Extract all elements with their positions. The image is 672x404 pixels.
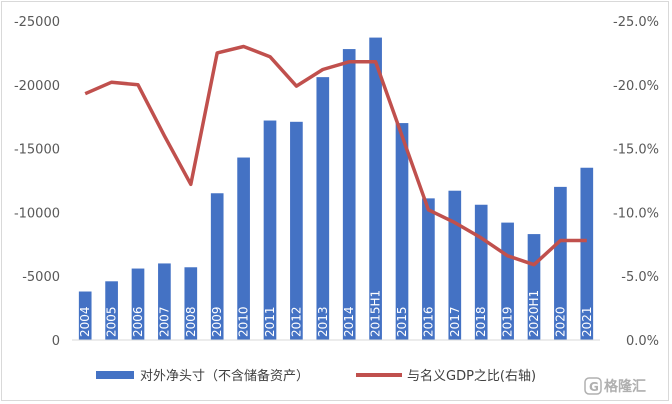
bar: [422, 198, 435, 340]
bar: [395, 123, 409, 340]
bar: [290, 121, 303, 340]
left-tick-label: -25000: [14, 15, 60, 30]
legend-bar-swatch: [96, 371, 134, 379]
bar: [131, 268, 145, 340]
category-label: 2015H1: [369, 290, 383, 337]
legend: 对外净头寸（不含储备资产） 与名义GDP之比(右轴): [96, 368, 536, 384]
category-label: 2017: [448, 306, 462, 337]
bar: [580, 167, 594, 340]
category-label: 2021: [580, 306, 594, 337]
category-label: 2007: [157, 306, 171, 337]
left-tick-label: -10000: [14, 206, 60, 221]
bar: [448, 190, 462, 340]
bar: [369, 37, 382, 340]
bar: [105, 281, 118, 340]
gelonghui-logo-icon: G: [584, 377, 602, 395]
right-axis-ticks: -25.0% -20.0% -15.0% -10.0% -5.0% 0.0%: [613, 15, 659, 349]
category-label: 2018: [474, 306, 488, 337]
right-tick-label: 0.0%: [626, 334, 659, 349]
bar: [210, 193, 224, 340]
bar: [554, 186, 567, 340]
line-series: [84, 44, 587, 267]
left-tick-label: -5000: [22, 270, 60, 285]
svg-text:G: G: [589, 380, 599, 394]
category-label: 2009: [210, 306, 224, 337]
category-labels: 2004 2005 2006 2007 2008 2009 2010 2011 2012 2013…: [78, 290, 594, 337]
right-tick-label: -15.0%: [613, 143, 659, 158]
category-label: 2020: [553, 306, 567, 337]
bar: [316, 77, 330, 341]
left-tick-label: -20000: [14, 79, 60, 94]
right-tick-label: -5.0%: [621, 270, 659, 285]
category-label: 2019: [501, 306, 515, 337]
left-axis-ticks: -25000 -20000 -15000 -10000 -5000 0: [14, 15, 60, 349]
left-tick-label: -15000: [14, 143, 60, 158]
watermark: G 格隆汇: [584, 377, 646, 395]
legend-line-label: 与名义GDP之比(右轴): [407, 368, 536, 384]
category-label: 2020H1: [527, 290, 541, 337]
category-label: 2008: [184, 306, 198, 337]
category-label: 2016: [421, 306, 435, 337]
category-label: 2010: [237, 306, 251, 337]
right-tick-label: -10.0%: [613, 206, 659, 221]
bar: [237, 157, 250, 340]
watermark-text: 格隆汇: [604, 378, 646, 395]
category-label: 2006: [131, 306, 145, 337]
bar-series: [78, 37, 594, 341]
bar: [78, 291, 92, 340]
category-label: 2012: [289, 306, 303, 337]
category-label: 2004: [78, 306, 92, 337]
bar: [342, 49, 356, 341]
category-label: 2011: [263, 306, 277, 337]
bar: [158, 263, 171, 340]
category-label: 2014: [342, 306, 356, 337]
gdp-ratio-line: [84, 44, 587, 267]
category-label: 2005: [105, 306, 119, 337]
category-label: 2015: [395, 306, 409, 337]
category-label: 2013: [316, 306, 330, 337]
bar: [263, 120, 277, 340]
left-tick-label: 0: [52, 334, 60, 349]
bar: [184, 267, 198, 340]
right-tick-label: -20.0%: [613, 79, 659, 94]
legend-bar-label: 对外净头寸（不含储备资产）: [140, 368, 309, 384]
right-tick-label: -25.0%: [613, 15, 659, 30]
